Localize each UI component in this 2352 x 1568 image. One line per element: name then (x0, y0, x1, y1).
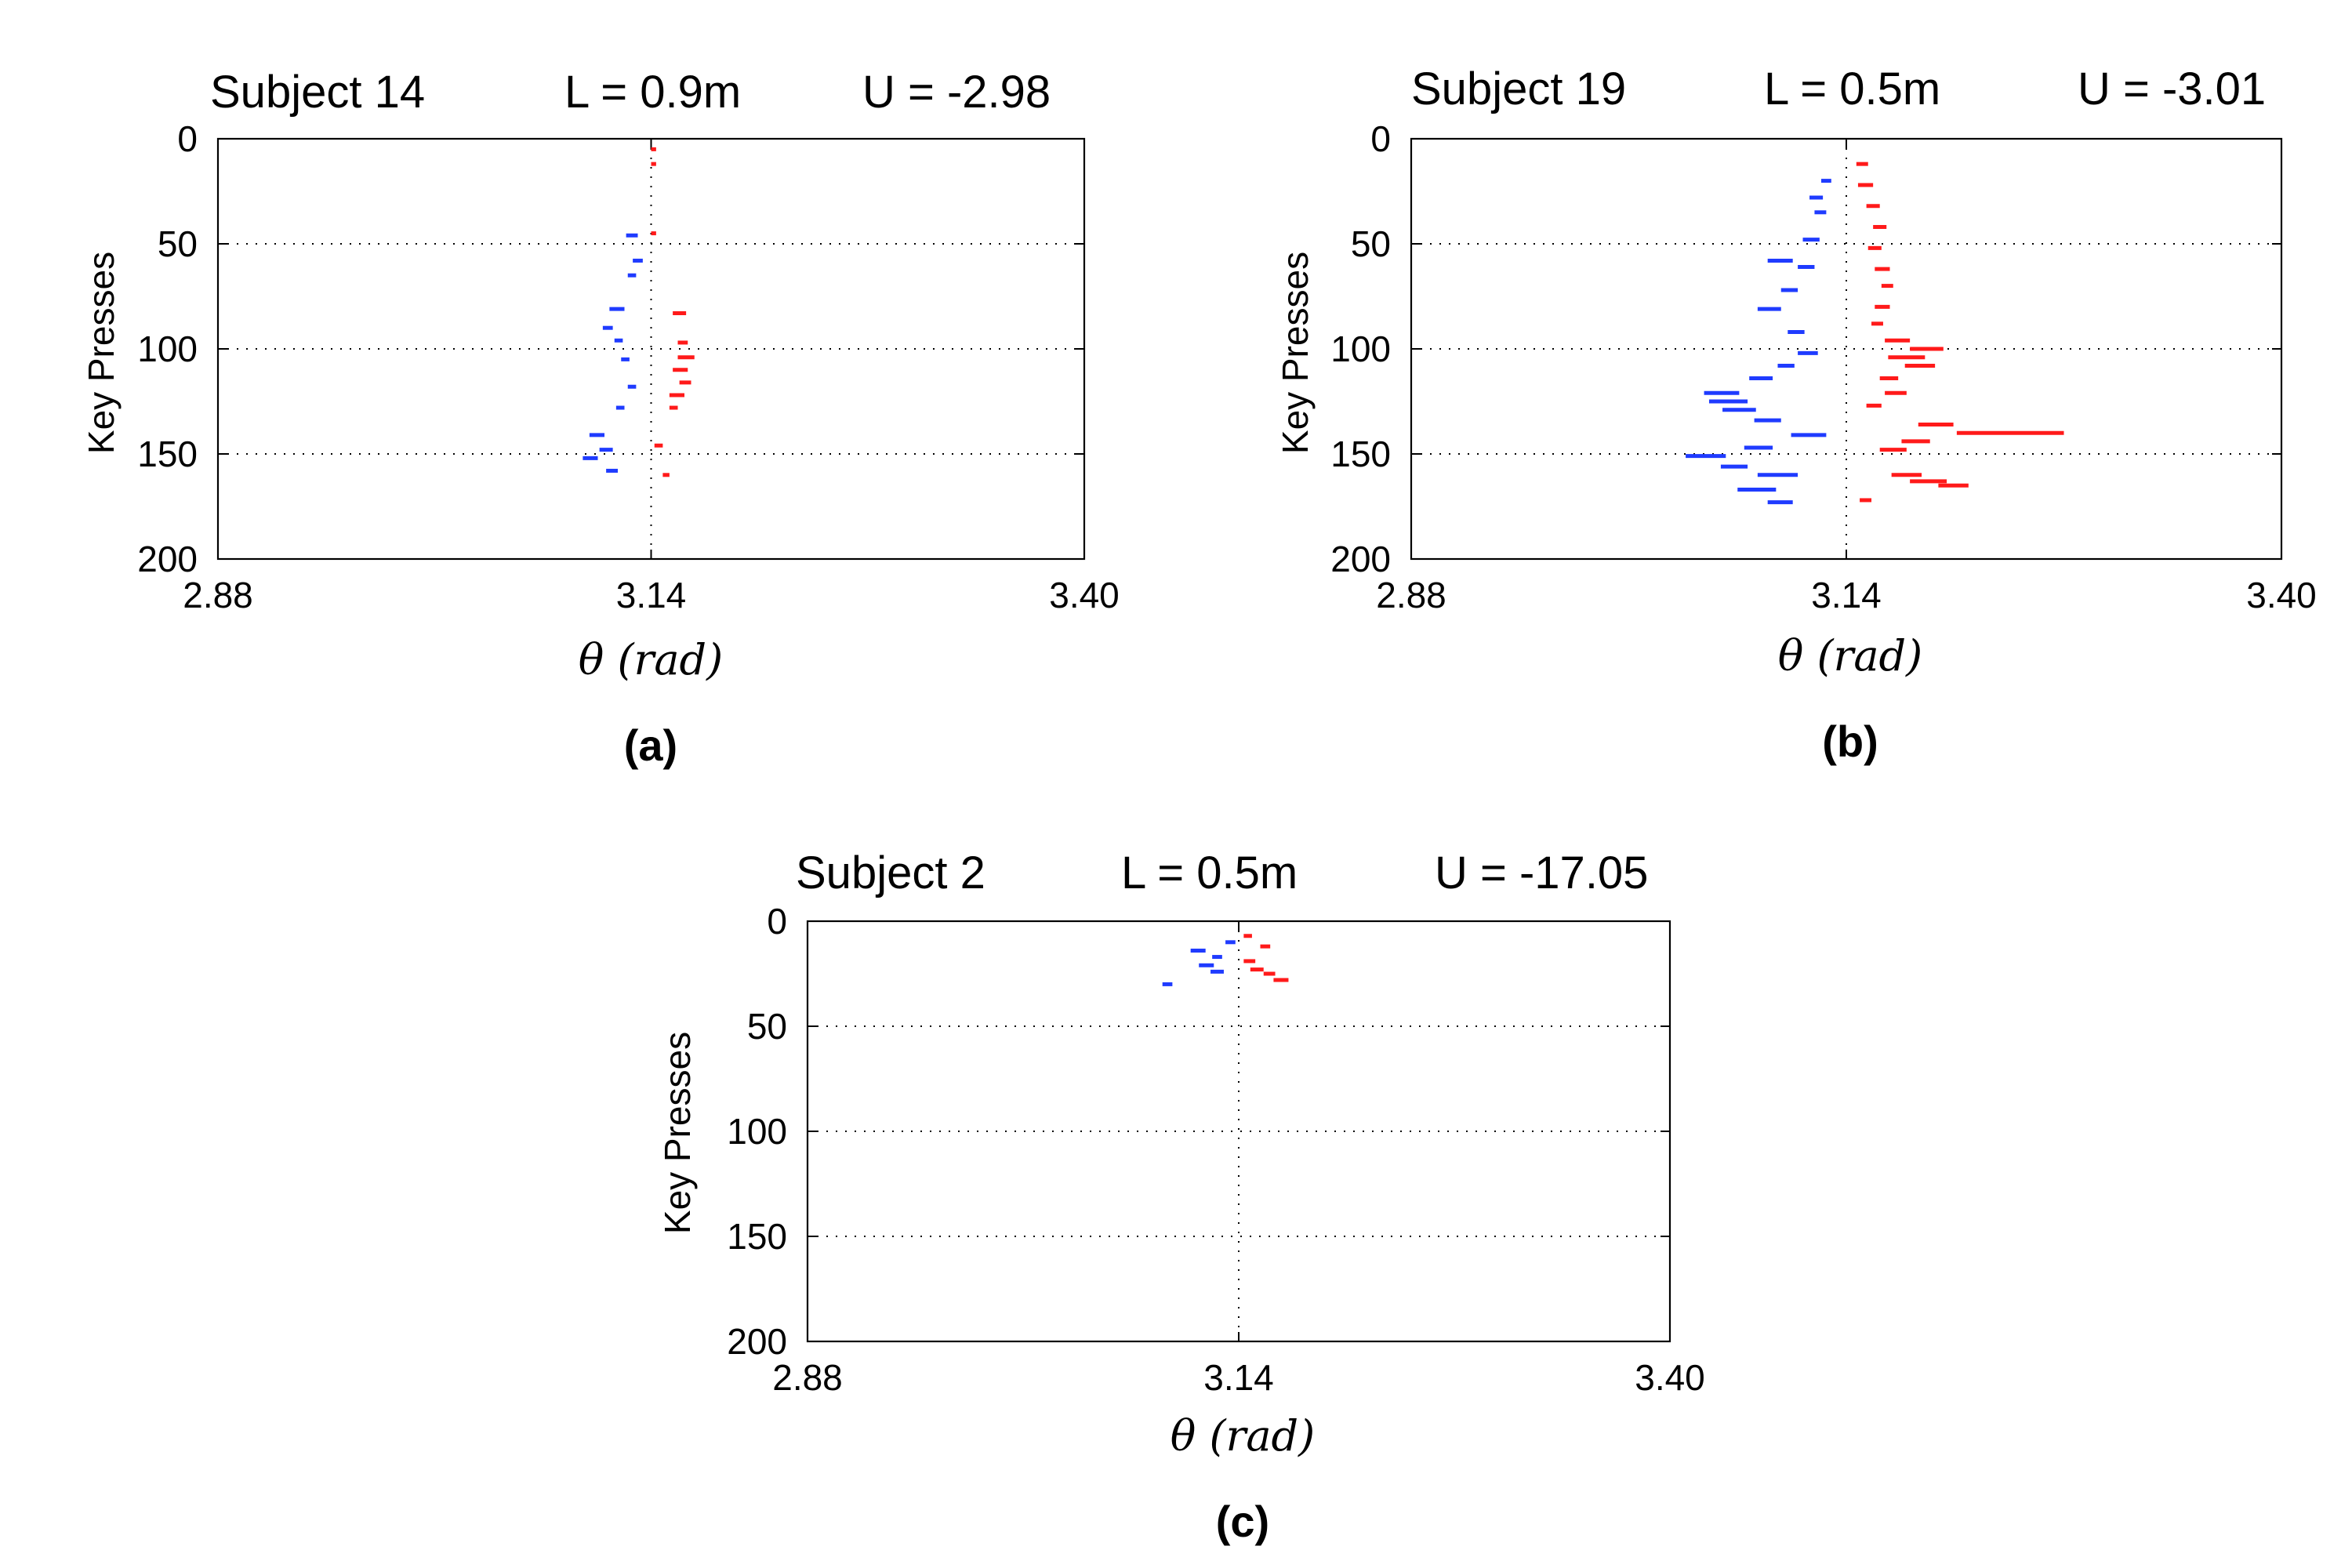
panel-b: Subject 19 L = 0.5m U = -3.01 Key Presse… (1275, 64, 2317, 766)
plot-frame (1410, 137, 2283, 561)
length-label: L = 0.5m (1121, 848, 1298, 898)
y-tick-label: 0 (1370, 118, 1391, 159)
y-tick-label: 50 (747, 1006, 787, 1047)
x-axis-label: θ (rad) (1171, 1411, 1315, 1461)
y-tick-label: 50 (158, 223, 198, 264)
x-tick-label: 3.14 (1203, 1357, 1274, 1398)
x-tick-label: 3.14 (616, 575, 687, 615)
panel-a: Subject 14 L = 0.9m U = -2.98 Key Presse… (81, 67, 1120, 770)
y-tick-label: 150 (137, 434, 198, 474)
x-tick-label: 2.88 (772, 1357, 843, 1398)
u-value-label: U = -2.98 (862, 67, 1051, 118)
subject-label: Subject 14 (210, 67, 425, 118)
y-tick-label: 100 (727, 1111, 787, 1152)
y-tick-label: 100 (1330, 328, 1391, 369)
y-tick-label: 50 (1351, 223, 1391, 264)
y-tick-label: 200 (1330, 539, 1391, 579)
y-tick-label: 150 (1330, 434, 1391, 474)
y-tick-label: 200 (137, 539, 198, 579)
length-label: L = 0.5m (1764, 64, 1940, 114)
u-value-label: U = -3.01 (2078, 64, 2266, 114)
u-value-label: U = -17.05 (1435, 848, 1648, 898)
x-tick-label: 2.88 (183, 575, 253, 615)
x-axis-label: θ (rad) (1778, 631, 1922, 681)
subject-label: Subject 2 (796, 848, 985, 898)
x-tick-label: 3.40 (2246, 575, 2317, 615)
x-axis-label: θ (rad) (579, 635, 723, 684)
y-axis-label: Key Presses (1275, 252, 1316, 454)
y-axis-label: Key Presses (657, 1032, 698, 1234)
x-tick-label: 3.40 (1049, 575, 1120, 615)
y-tick-label: 0 (767, 901, 787, 942)
x-tick-label: 3.14 (1811, 575, 1882, 615)
x-tick-label: 3.40 (1635, 1357, 1705, 1398)
y-tick-label: 0 (177, 118, 198, 159)
y-tick-label: 150 (727, 1216, 787, 1257)
y-tick-label: 200 (727, 1321, 787, 1362)
plot-frame (806, 920, 1671, 1343)
x-tick-label: 2.88 (1376, 575, 1446, 615)
y-tick-label: 100 (137, 328, 198, 369)
length-label: L = 0.9m (564, 67, 741, 118)
panel-c: Subject 2 L = 0.5m U = -17.05 Key Presse… (657, 848, 1705, 1546)
panel-caption: (c) (1216, 1497, 1269, 1546)
panel-caption: (a) (624, 720, 677, 770)
subject-label: Subject 19 (1411, 64, 1626, 114)
y-axis-label: Key Presses (81, 252, 122, 454)
panel-caption: (b) (1822, 717, 1878, 766)
